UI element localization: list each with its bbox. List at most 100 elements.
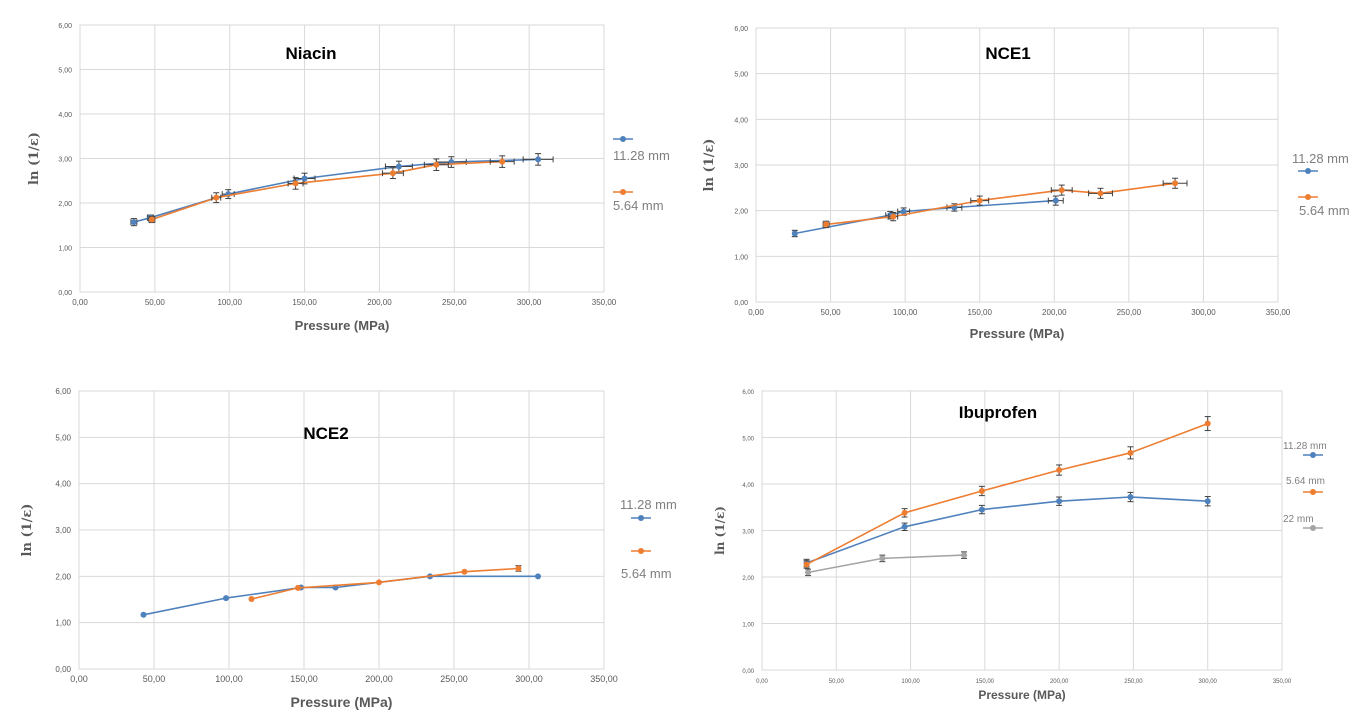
y-tick-label: 0,00	[58, 290, 72, 297]
legend-marker	[1305, 168, 1311, 174]
x-axis-label: Pressure (MPa)	[978, 688, 1065, 702]
chart-title: Niacin	[285, 44, 336, 63]
data-point	[976, 197, 983, 204]
series-line	[807, 554, 965, 574]
legend-label: 5.64 mm	[621, 566, 672, 581]
y-tick-label: 5,00	[734, 72, 748, 79]
legend-marker	[620, 136, 626, 142]
x-tick-label: 200,00	[1050, 679, 1069, 685]
plot-frame	[78, 390, 605, 670]
x-tick-label: 350,00	[1273, 679, 1292, 685]
legend-marker	[1310, 452, 1316, 458]
y-tick-label: 3,00	[734, 163, 748, 170]
y-tick-label: 1,00	[742, 623, 754, 629]
x-tick-label: 100,00	[215, 674, 243, 684]
y-tick-label: 4,00	[734, 117, 748, 124]
plot-frame	[755, 27, 1279, 303]
data-point	[1127, 494, 1134, 501]
data-point	[791, 230, 798, 237]
x-tick-label: 300,00	[517, 298, 542, 307]
data-point	[223, 595, 229, 602]
chart-title: NCE2	[303, 424, 348, 443]
legend-label: 22 mm	[1283, 514, 1314, 525]
x-tick-label: 250,00	[1117, 308, 1142, 317]
data-point	[1056, 467, 1063, 474]
x-tick-label: 100,00	[893, 308, 918, 317]
x-tick-label: 300,00	[515, 674, 543, 684]
x-tick-label: 50,00	[829, 679, 845, 685]
x-tick-label: 50,00	[145, 298, 166, 307]
data-point	[499, 158, 506, 165]
data-point	[130, 219, 137, 226]
x-tick-label: 0,00	[756, 679, 768, 685]
data-point	[1204, 420, 1211, 427]
x-tick-label: 150,00	[967, 308, 992, 317]
y-axis-label: ln (1/ε)	[20, 504, 35, 557]
y-tick-label: 0,00	[742, 669, 754, 675]
y-tick-label: 2,00	[55, 572, 71, 581]
y-tick-label: 6,00	[734, 26, 748, 33]
data-point	[1052, 197, 1059, 204]
y-tick-label: 5,00	[742, 437, 754, 443]
data-point	[433, 161, 440, 168]
series-line	[151, 160, 503, 221]
legend-marker	[1310, 525, 1316, 531]
x-tick-label: 50,00	[143, 674, 166, 684]
x-axis-label: Pressure (MPa)	[291, 694, 393, 710]
chart-title: NCE1	[985, 44, 1030, 63]
x-tick-label: 50,00	[821, 308, 842, 317]
y-tick-label: 6,00	[58, 23, 72, 30]
data-point	[803, 561, 810, 568]
x-tick-label: 350,00	[1266, 308, 1291, 317]
data-point	[248, 596, 255, 603]
legend-marker	[638, 548, 644, 554]
data-point	[901, 523, 908, 530]
series-line	[143, 575, 538, 616]
data-point	[389, 170, 396, 177]
y-tick-label: 3,00	[58, 157, 72, 164]
x-tick-label: 0,00	[748, 308, 764, 317]
data-point	[879, 555, 886, 562]
data-point	[805, 569, 812, 576]
x-tick-label: 350,00	[592, 298, 617, 307]
y-axis-label: ln (1/ε)	[27, 132, 42, 185]
x-tick-label: 250,00	[440, 674, 468, 684]
legend-label: 11.28 mm	[1292, 151, 1349, 166]
data-point	[461, 568, 468, 575]
data-point	[292, 180, 299, 187]
x-tick-label: 0,00	[70, 674, 88, 684]
y-tick-label: 2,00	[734, 209, 748, 216]
data-point	[213, 194, 220, 201]
y-tick-label: 1,00	[58, 246, 72, 253]
y-axis-label: ln (1/ε)	[713, 506, 727, 555]
y-axis-label: ln (1/ε)	[702, 139, 717, 192]
legend-label: 5.64 mm	[613, 198, 664, 213]
data-point	[1097, 190, 1104, 197]
x-tick-label: 0,00	[72, 298, 88, 307]
data-point	[1127, 449, 1134, 456]
data-point	[295, 584, 301, 591]
data-point	[301, 175, 308, 182]
data-point	[140, 611, 147, 618]
legend-marker	[1305, 194, 1311, 200]
x-tick-label: 100,00	[901, 679, 920, 685]
y-tick-label: 5,00	[58, 68, 72, 75]
data-point	[900, 208, 907, 215]
x-tick-label: 150,00	[976, 679, 995, 685]
x-tick-label: 200,00	[1042, 308, 1067, 317]
y-tick-label: 4,00	[742, 483, 754, 489]
x-tick-label: 150,00	[292, 298, 317, 307]
data-point	[1058, 187, 1065, 194]
data-point	[376, 579, 382, 586]
data-point	[978, 506, 985, 513]
x-axis-label: Pressure (MPa)	[970, 326, 1065, 341]
plot-frame	[761, 390, 1283, 671]
y-tick-label: 5,00	[55, 433, 71, 442]
x-tick-label: 200,00	[365, 674, 393, 684]
data-point	[395, 163, 402, 170]
data-point	[823, 221, 830, 228]
series-line	[806, 496, 1208, 564]
y-tick-label: 3,00	[742, 530, 754, 536]
